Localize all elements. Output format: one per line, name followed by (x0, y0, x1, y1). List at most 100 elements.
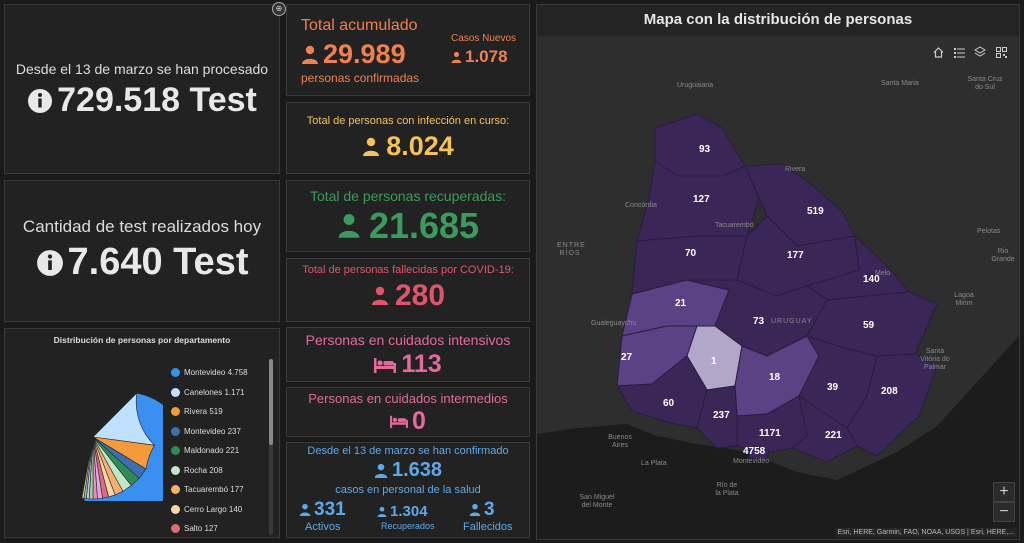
today-test-text: Cantidad de test realizados hoy (22, 217, 262, 236)
place-label: URUGUAY (771, 318, 813, 325)
qr-code-icon[interactable] (992, 43, 1010, 61)
place-label: Santa Maria (881, 80, 919, 87)
active-value: 8.024 (386, 131, 454, 161)
place-label: Melo (875, 270, 891, 277)
place-label: Montevideo (733, 458, 770, 465)
health-recuperados-value: 1.304 (390, 503, 428, 520)
new-cases-label: Casos Nuevos (451, 33, 517, 44)
total-title: Total acumulado (301, 17, 418, 34)
map-value-label: 140 (863, 274, 880, 285)
place-label: Gualeguaychú (591, 320, 637, 327)
total-sub: personas confirmadas (301, 71, 420, 85)
map-value-label: 73 (753, 316, 765, 327)
department-maldonado (791, 394, 858, 463)
person-icon (299, 503, 311, 516)
health-recuperados-label: Recuperados (381, 521, 435, 531)
health-fallecidos-value: 3 (484, 499, 495, 520)
info-icon (28, 88, 53, 113)
active-title: Total de personas con infección en curso… (306, 115, 510, 127)
map-value-label: 60 (663, 398, 675, 409)
bed-icon (390, 415, 408, 428)
icu-value: 113 (401, 350, 442, 378)
map-attribution: Esri, HERE, Garmin, FAO, NOAA, USGS | Es… (834, 528, 1017, 537)
legend-scrollbar-thumb[interactable] (269, 359, 273, 445)
recovered-title: Total de personas recuperadas: (309, 188, 507, 204)
legend-item: Cerro Largo 140 (171, 500, 267, 520)
corner-info-icon[interactable]: ⊕ (272, 2, 286, 16)
pie-slice[interactable] (92, 392, 156, 446)
department-montevideo (748, 447, 770, 461)
zoom-in-button[interactable]: + (993, 482, 1015, 502)
place-label: Pelotas (977, 228, 1001, 235)
processed-test-panel: Desde el 13 de marzo se han procesado 72… (4, 4, 280, 174)
map-value-label: 208 (881, 386, 898, 397)
deceased-title: Total de personas fallecidas por COVID-1… (302, 264, 514, 276)
legend-swatch (171, 426, 180, 436)
home-icon[interactable] (929, 43, 947, 61)
active-panel: Total de personas con infección en curso… (286, 102, 530, 174)
map-value-label: 177 (787, 250, 804, 261)
health-panel: Desde el 13 de marzo se han confirmado 1… (286, 442, 530, 538)
icu-panel: Personas en cuidados intensivos 113 (286, 327, 530, 382)
today-test-value: 7.640 Test (67, 241, 249, 283)
map-title: Mapa con la distribución de personas (643, 11, 913, 28)
intermediate-title: Personas en cuidados intermedios (308, 391, 508, 406)
map-value-label: 21 (675, 298, 687, 309)
person-icon (469, 503, 481, 516)
department-rocha (846, 353, 938, 457)
department-salto (636, 160, 760, 242)
total-value: 29.989 (323, 39, 406, 69)
legend-scrollbar[interactable] (269, 359, 273, 535)
person-icon (338, 214, 360, 238)
legend-item: Tacuarembó 177 (171, 480, 267, 500)
legend-item: Rocha 208 (171, 461, 267, 481)
map-value-label: 237 (713, 410, 730, 421)
deceased-value: 280 (394, 279, 446, 312)
pie-slice[interactable] (81, 436, 94, 499)
legend-swatch (171, 368, 180, 378)
legend-swatch (171, 387, 180, 397)
legend-item: Maldonado 221 (171, 441, 267, 461)
legend-swatch (171, 504, 180, 514)
total-panel: Total acumulado 29.989 personas confirma… (286, 4, 530, 96)
legend-swatch (171, 524, 180, 534)
place-label: Uruguaiana (677, 82, 714, 89)
legend-swatch (171, 465, 180, 475)
map-value-label: 93 (699, 144, 711, 155)
today-test-panel: Cantidad de test realizados hoy 7.640 Te… (4, 180, 280, 322)
zoom-out-button[interactable]: − (993, 502, 1015, 522)
place-label: Lagoa Mirim (954, 292, 974, 307)
legend-item: Canelones 1.171 (171, 383, 267, 403)
processed-test-text: Desde el 13 de marzo se han procesado (15, 61, 269, 77)
deceased-panel: Total de personas fallecidas por COVID-1… (286, 258, 530, 322)
legend-item: Rivera 519 (171, 402, 267, 422)
legend-item: Montevideo 4.758 (171, 363, 267, 383)
legend-swatch (171, 407, 180, 417)
place-label: Tacuarembó (715, 222, 754, 229)
map-value-label: 4758 (743, 446, 766, 457)
layers-icon[interactable] (971, 43, 989, 61)
place-label: ENTRE RÍOS (557, 242, 586, 257)
legend-item: Montevideo 237 (171, 422, 267, 442)
map-value-label: 27 (621, 352, 633, 363)
map-value-label: 221 (825, 430, 842, 441)
water-area (537, 336, 1019, 539)
legend-list-icon[interactable] (950, 43, 968, 61)
health-title: Desde el 13 de marzo se han confirmado (307, 445, 509, 457)
place-label: Rio Grande (991, 248, 1015, 263)
bed-icon (374, 357, 397, 373)
health-value: 1.638 (391, 459, 443, 481)
health-fallecidos-label: Fallecidos (463, 521, 513, 533)
place-label: Santa Cruz do Sul (967, 76, 1003, 91)
map-view[interactable]: Uruguaiana Santa Maria Santa Cruz do Sul… (537, 36, 1019, 539)
processed-test-value: 729.518 Test (57, 81, 257, 119)
place-label: La Plata (641, 460, 667, 467)
person-icon (451, 51, 462, 63)
person-icon (377, 506, 387, 517)
person-icon (363, 137, 380, 156)
pie-legend: Montevideo 4.758 Canelones 1.171 Rivera … (171, 363, 267, 539)
place-label: Rivera (785, 166, 806, 173)
place-label: Buenos Aires (608, 434, 632, 449)
place-label: Río de la Plata (715, 482, 739, 497)
icu-title: Personas en cuidados intensivos (305, 332, 511, 348)
